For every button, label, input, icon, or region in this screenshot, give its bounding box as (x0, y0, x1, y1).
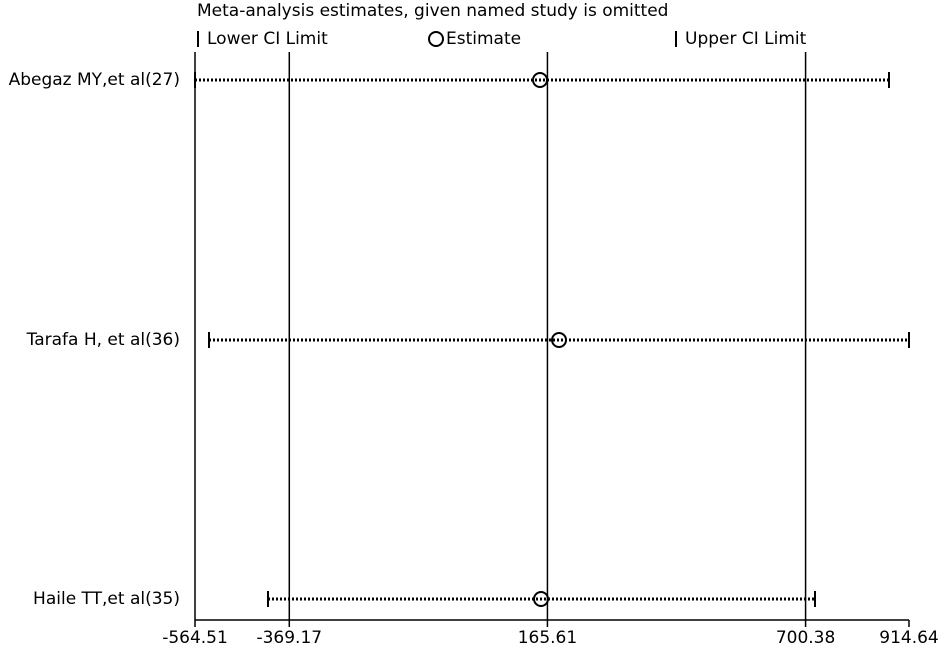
x-tick-label: -369.17 (256, 628, 322, 648)
legend-label: Lower CI Limit (207, 29, 328, 49)
y-tick-label: Haile TT,et al(35) (33, 589, 180, 609)
legend-label: Upper CI Limit (685, 29, 807, 49)
estimate-marker (531, 72, 548, 88)
estimate-marker (551, 332, 568, 348)
y-tick-label: Abegaz MY,et al(27) (9, 70, 180, 90)
y-tick-label: Tarafa H, et al(36) (26, 330, 180, 350)
x-tick-label: 165.61 (518, 628, 577, 648)
estimate-marker (533, 591, 550, 607)
legend-symbol (428, 31, 444, 47)
x-tick-label: 700.38 (776, 628, 835, 648)
x-tick-label: -564.51 (162, 628, 228, 648)
chart-title: Meta-analysis estimates, given named stu… (197, 1, 668, 21)
legend-label: Estimate (446, 29, 521, 49)
x-tick-label: 914.64 (879, 628, 938, 648)
